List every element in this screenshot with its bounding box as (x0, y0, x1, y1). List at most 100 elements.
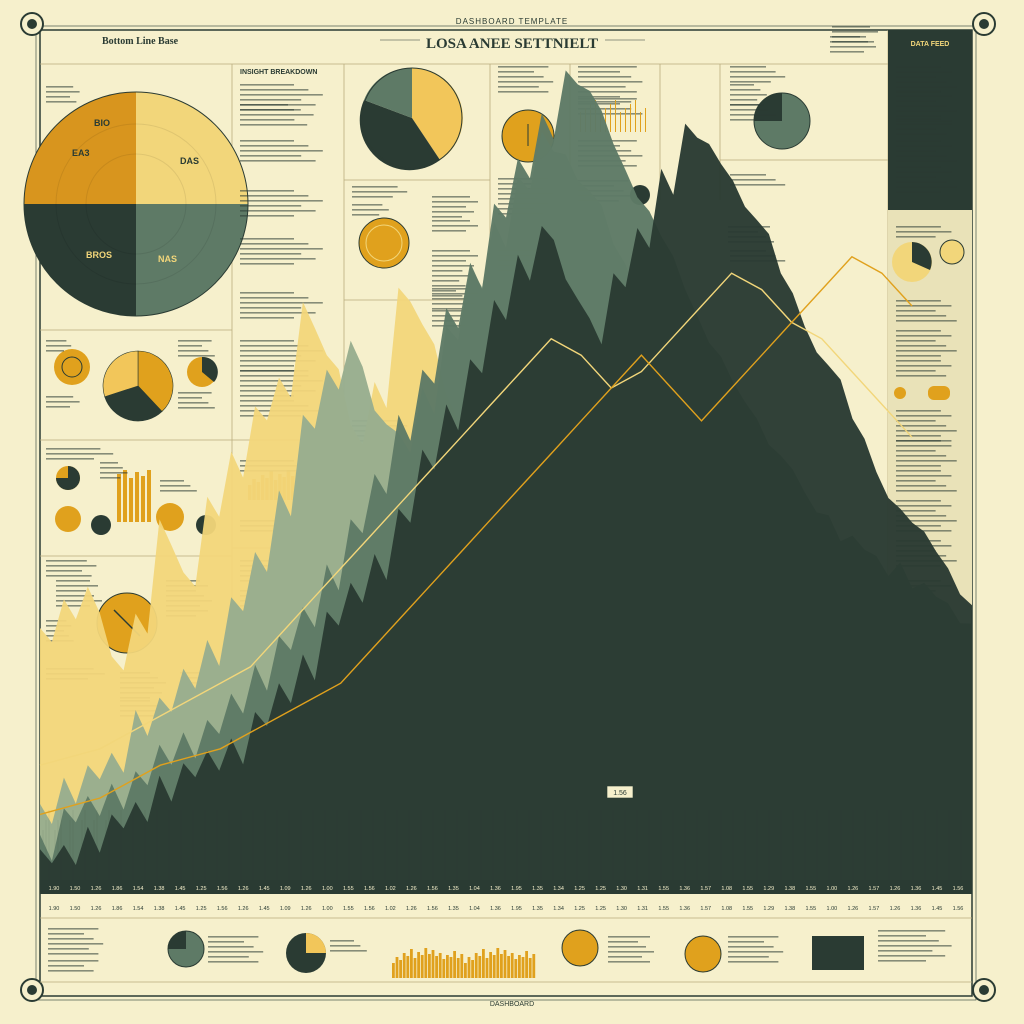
x-tick-label: 1.56 (953, 886, 964, 892)
bottom-bar (392, 963, 395, 978)
bottom-bar (482, 949, 485, 978)
x-tick-label: 1.90 (49, 886, 60, 892)
bottom-bar (399, 960, 402, 978)
tiny-pie-chart-2 (56, 466, 80, 490)
trend-line-0 (39, 272, 913, 766)
x-tick-label-lower: 1.56 (953, 906, 964, 912)
bottom-bar (514, 959, 518, 978)
x-tick-label-lower: 1.29 (763, 906, 774, 912)
x-tick-label-lower: 1.56 (364, 906, 375, 912)
x-tick-label-lower: 1.90 (49, 906, 60, 912)
x-tick-label-lower: 1.36 (490, 906, 501, 912)
x-tick-label-lower: 1.00 (827, 906, 838, 912)
x-tick-label: 1.26 (890, 886, 901, 892)
x-tick-label-lower: 1.36 (911, 906, 922, 912)
bottom-bar (406, 956, 410, 978)
corner-medallion-tr-icon (972, 12, 996, 36)
bottom-bar (453, 951, 456, 978)
bottom-bar (420, 955, 424, 978)
x-tick-label-lower: 1.55 (805, 906, 816, 912)
x-tick-label: 1.36 (911, 886, 922, 892)
x-tick-label-lower: 1.36 (679, 906, 690, 912)
bottom-bar (474, 953, 478, 978)
small-pie-chart (102, 350, 174, 422)
x-tick-label: 1.26 (848, 886, 859, 892)
x-tick-label: 1.29 (763, 886, 774, 892)
x-tick-label: 1.31 (637, 886, 648, 892)
x-tick-label-lower: 1.00 (322, 906, 333, 912)
gauge-bars (117, 470, 151, 522)
outer-frame-inner (35, 25, 977, 1001)
x-tick-label: 1.56 (427, 886, 438, 892)
x-tick-label: 1.26 (238, 886, 249, 892)
medallion-dark-2-icon (91, 515, 111, 535)
area-hatch-3 (48, 810, 962, 880)
x-tick-label: 1.25 (574, 886, 585, 892)
x-tick-label-lower: 1.54 (133, 906, 144, 912)
side-dot-1-icon (894, 387, 906, 399)
tiny-pie-chart (187, 356, 218, 387)
x-tick-label: 1.35 (448, 886, 459, 892)
x-tick-label: 1.55 (658, 886, 669, 892)
center-pie-chart (359, 67, 463, 171)
x-tick-label-lower: 1.55 (658, 906, 669, 912)
x-tick-label: 1.35 (532, 886, 543, 892)
corner-medallion-br-icon (972, 978, 996, 1002)
corner-medallion-bl-icon (20, 978, 44, 1002)
area-series-3 (40, 123, 972, 881)
x-tick-label-lower: 1.25 (595, 906, 606, 912)
x-tick-label-lower: 1.26 (406, 906, 417, 912)
bottom-bar (456, 958, 460, 978)
x-tick-label: 1.56 (217, 886, 228, 892)
bottom-bar (518, 955, 521, 978)
medallion-dark-1-icon (753, 92, 811, 150)
bottom-bar (521, 957, 525, 978)
x-tick-label-lower: 1.26 (301, 906, 312, 912)
x-tick-label-lower: 1.95 (511, 906, 522, 912)
bottom-bar (496, 948, 500, 978)
x-tick-label: 1.56 (364, 886, 375, 892)
medallion-gold-6-icon (156, 503, 184, 531)
x-tick-label: 1.38 (784, 886, 795, 892)
left-title: Bottom Line Base (102, 36, 179, 47)
bottom-bar (525, 951, 528, 978)
x-tick-label: 1.50 (70, 886, 81, 892)
bottom-bar (464, 963, 467, 978)
x-tick-label-lower: 1.45 (932, 906, 943, 912)
x-tick-label: 1.02 (385, 886, 396, 892)
x-tick-label-lower: 1.26 (238, 906, 249, 912)
pie-label-1: EA3 (72, 148, 90, 158)
medallion-gold-4-icon (54, 349, 90, 385)
trend-line-1 (39, 255, 913, 816)
pie-slice-cream (136, 92, 248, 204)
x-tick-label: 1.55 (742, 886, 753, 892)
x-tick-label-lower: 1.57 (700, 906, 711, 912)
side-pill-icon (928, 386, 950, 400)
bottom-bar (395, 957, 399, 978)
x-tick-label-lower: 1.55 (343, 906, 354, 912)
pie-label-4: NAS (158, 254, 177, 264)
small-pie-slice (104, 385, 163, 422)
x-tick-label-lower: 1.57 (869, 906, 880, 912)
footer-label: DASHBOARD (490, 1001, 534, 1008)
bottom-bar (442, 959, 446, 978)
x-tick-label: 1.57 (869, 886, 880, 892)
x-tick-label: 1.25 (196, 886, 207, 892)
x-tick-label: 1.36 (679, 886, 690, 892)
x-tick-label-lower: 1.04 (469, 906, 480, 912)
chart-annotation-box (606, 785, 634, 799)
bottom-strip (167, 929, 864, 973)
side-header: DATA FEED (911, 41, 950, 48)
top-label: DASHBOARD TEMPLATE (456, 17, 568, 26)
x-tick-label-lower: 1.30 (616, 906, 627, 912)
x-tick-label: 1.57 (700, 886, 711, 892)
bottom-bar (410, 949, 413, 978)
x-tick-label: 1.00 (827, 886, 838, 892)
x-tick-label-lower: 1.86 (112, 906, 123, 912)
x-tick-label: 1.00 (322, 886, 333, 892)
bottom-mini-bars (392, 948, 536, 978)
x-tick-label-lower: 1.56 (217, 906, 228, 912)
bottom-bar (507, 956, 510, 978)
pie-slice-dark (24, 204, 136, 316)
